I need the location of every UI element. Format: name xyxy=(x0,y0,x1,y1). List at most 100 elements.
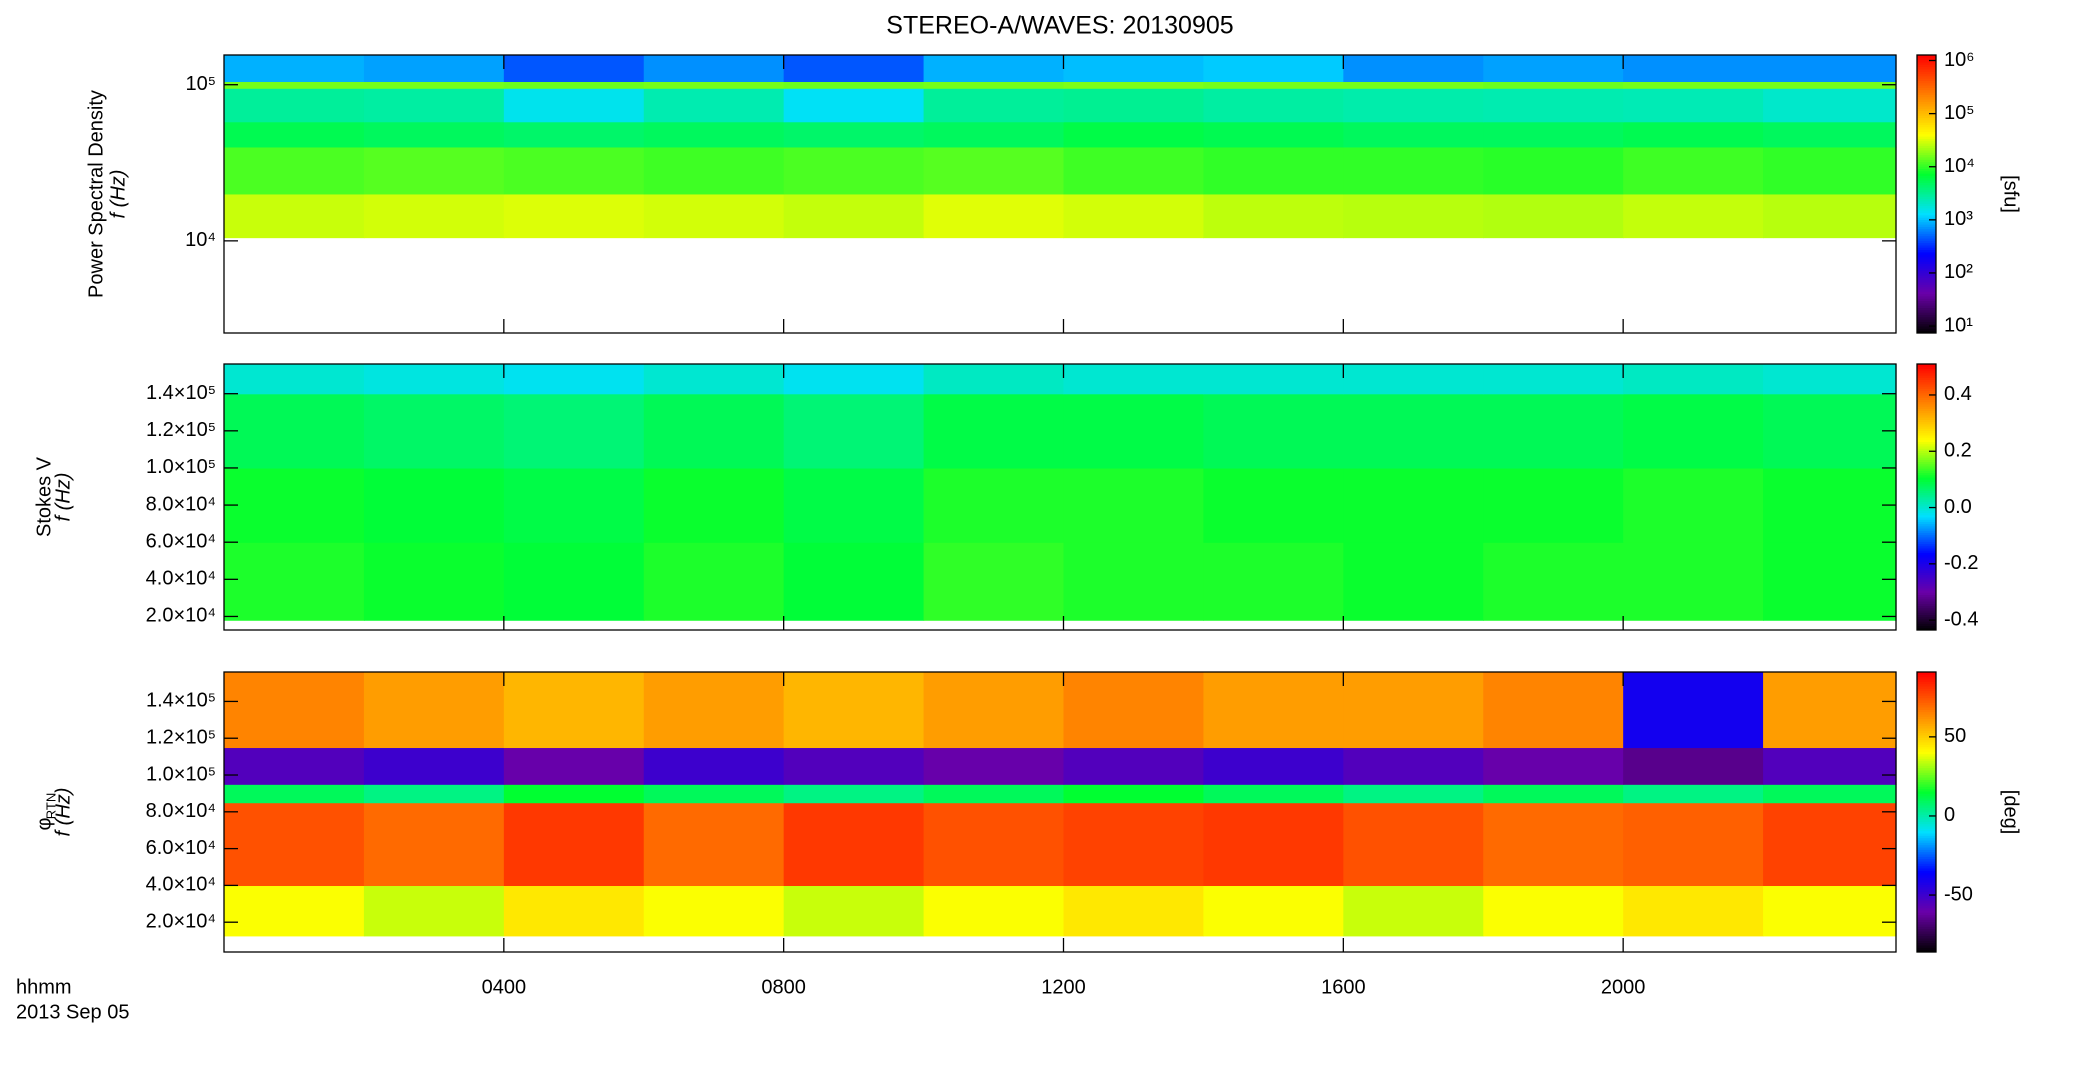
heatmap-cell xyxy=(1623,55,1764,83)
heatmap-cell xyxy=(1063,193,1205,239)
colorbar-segment xyxy=(1917,421,1936,425)
colorbar-segment xyxy=(1917,465,1936,469)
colorbar-segment xyxy=(1917,849,1936,853)
colorbar-segment xyxy=(1917,942,1936,946)
colorbar-segment xyxy=(1917,490,1936,494)
colorbar-segment xyxy=(1917,690,1936,694)
colorbar-label: [deg] xyxy=(2000,790,2022,834)
colorbar-segment xyxy=(1917,621,1936,624)
colorbar-segment xyxy=(1917,900,1936,904)
colorbar-tick-label: -0.4 xyxy=(1944,608,1978,630)
heatmap-cell xyxy=(224,81,365,89)
colorbar-frame xyxy=(1916,54,1937,334)
colorbar-segment xyxy=(1917,477,1936,480)
colorbar-segment xyxy=(1917,574,1936,578)
colorbar-segment xyxy=(1917,159,1936,163)
colorbar-segment xyxy=(1917,117,1936,121)
heatmap-cell xyxy=(363,784,505,804)
heatmap-cell xyxy=(1483,121,1624,148)
heatmap-cell xyxy=(224,146,365,195)
colorbar-segment xyxy=(1917,863,1936,867)
y-tick-label: 6.0×10⁴ xyxy=(146,837,216,859)
colorbar-segment xyxy=(1917,833,1936,836)
colorbar-segment xyxy=(1917,590,1936,593)
colorbar-segment xyxy=(1917,947,1936,951)
heatmap-cell xyxy=(643,885,785,937)
heatmap-cell xyxy=(1483,55,1624,83)
heatmap-cell xyxy=(1763,885,1897,937)
heatmap-cell xyxy=(1343,802,1484,887)
colorbar-segment xyxy=(1917,191,1936,195)
colorbar-segment xyxy=(1917,949,1936,953)
colorbar-segment xyxy=(1917,439,1936,443)
heatmap-cell xyxy=(1203,784,1344,804)
heatmap-cell xyxy=(643,672,785,749)
colorbar-segment xyxy=(1917,203,1936,207)
heatmap-cell xyxy=(1763,88,1897,123)
colorbar-segment xyxy=(1917,552,1936,556)
heatmap-cell xyxy=(1343,393,1484,469)
heatmap-cell xyxy=(503,146,645,195)
colorbar-segment xyxy=(1917,601,1936,604)
colorbar-segment xyxy=(1917,625,1936,629)
colorbar-segment xyxy=(1917,284,1936,288)
colorbar-segment xyxy=(1917,896,1936,899)
colorbar-segment xyxy=(1917,68,1936,72)
colorbar-segment xyxy=(1917,751,1936,755)
heatmap-cell xyxy=(923,121,1065,148)
y-tick-label: 1.4×10⁵ xyxy=(146,690,216,712)
colorbar-segment xyxy=(1917,807,1936,811)
colorbar-segment xyxy=(1917,912,1936,916)
colorbar-segment xyxy=(1917,903,1936,906)
heatmap-cell xyxy=(224,885,365,937)
heatmap-cell xyxy=(1483,542,1624,621)
colorbar-segment xyxy=(1917,92,1936,95)
colorbar-segment xyxy=(1917,105,1936,109)
colorbar-segment xyxy=(1917,539,1936,542)
heatmap-cell xyxy=(1063,747,1205,785)
colorbar-segment xyxy=(1917,723,1936,727)
colorbar-segment xyxy=(1917,627,1936,631)
colorbar-segment xyxy=(1917,131,1936,135)
colorbar-segment xyxy=(1917,623,1936,627)
colorbar-segment xyxy=(1917,152,1936,156)
y-tick-label: 4.0×10⁴ xyxy=(146,568,216,590)
colorbar-segment xyxy=(1917,414,1936,418)
heatmap-cell xyxy=(1763,393,1897,469)
colorbar-segment xyxy=(1917,605,1936,609)
heatmap-cell xyxy=(1063,146,1205,195)
heatmap-cell xyxy=(1343,81,1484,89)
heatmap-cell xyxy=(1063,802,1205,887)
colorbar-segment xyxy=(1917,417,1936,420)
heatmap-cell xyxy=(1763,121,1897,148)
heatmap-cell xyxy=(1343,55,1484,83)
colorbar-segment xyxy=(1917,565,1936,569)
heatmap-cell xyxy=(923,364,1065,395)
colorbar-segment xyxy=(1917,587,1936,591)
colorbar-segment xyxy=(1917,607,1936,611)
heatmap-cell xyxy=(923,146,1065,195)
colorbar-segment xyxy=(1917,177,1936,181)
colorbar-segment xyxy=(1917,508,1936,511)
y-tick-label: 2.0×10⁴ xyxy=(146,605,216,627)
colorbar-segment xyxy=(1917,770,1936,773)
colorbar-segment xyxy=(1917,240,1936,244)
heatmap-cell xyxy=(1203,802,1344,887)
heatmap-cell xyxy=(503,121,645,148)
colorbar-segment xyxy=(1917,448,1936,451)
colorbar-tick-label: 10¹ xyxy=(1944,314,1973,336)
colorbar-segment xyxy=(1917,412,1936,416)
colorbar-segment xyxy=(1917,302,1936,306)
colorbar-segment xyxy=(1917,886,1936,890)
heatmap-cell xyxy=(1203,55,1344,83)
heatmap-cell xyxy=(1623,885,1764,937)
colorbar-segment xyxy=(1917,96,1936,100)
colorbar-segment xyxy=(1917,288,1936,292)
colorbar-segment xyxy=(1917,182,1936,186)
chart-title: STEREO-A/WAVES: 20130905 xyxy=(886,12,1233,40)
heatmap-cell xyxy=(1763,802,1897,887)
colorbar-segment xyxy=(1917,57,1936,61)
colorbar-segment xyxy=(1917,809,1936,813)
heatmap-cell xyxy=(1623,542,1764,621)
colorbar-segment xyxy=(1917,805,1936,808)
